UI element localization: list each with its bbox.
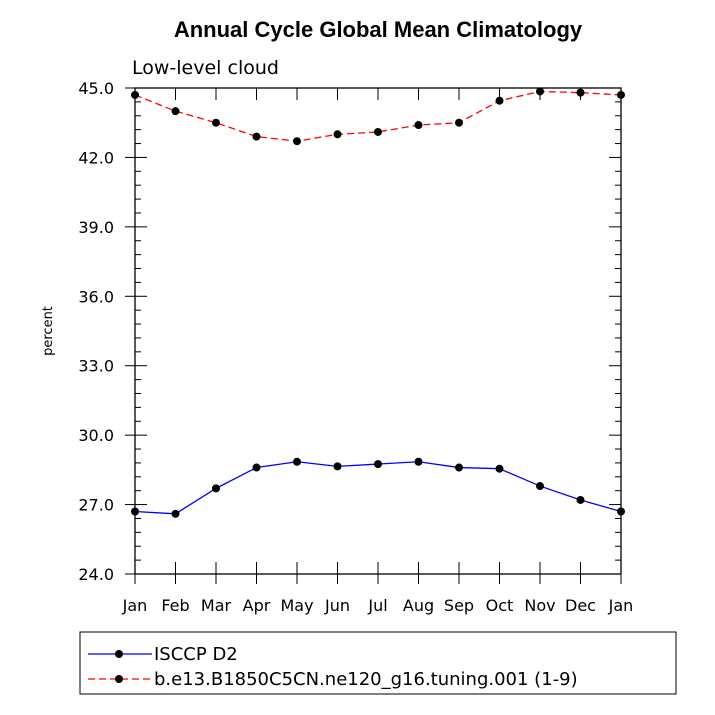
series-1-point [617,507,625,516]
x-tick-label: Jun [324,596,350,615]
series-2-point [212,118,220,127]
x-tick-label: Jul [367,596,387,615]
y-axis-label: percent [41,306,56,356]
plot-frame [134,87,622,575]
series-1-point [374,460,382,469]
y-tick-label: 27.0 [78,496,114,515]
series-2-point [131,90,139,99]
y-tick-label: 45.0 [78,79,114,98]
series-1-point [212,484,220,493]
x-tick-label: Dec [565,596,596,615]
x-tick-label: May [280,596,313,615]
x-tick-label: Mar [201,596,232,615]
series-1-point [252,463,261,472]
series-2-point [333,130,342,139]
series-1-point [333,462,342,471]
legend-label-1: ISCCP D2 [154,644,238,665]
legend-label-2: b.e13.B1850C5CN.ne120_g16.tuning.001 (1-… [154,669,578,690]
chart-subtitle: Low-level cloud [132,57,279,79]
series-1-point [414,457,423,466]
series-1-point [131,507,139,516]
series-2-point [252,132,261,141]
x-tick-label: Jan [608,596,634,615]
series-line-1 [134,461,622,515]
series-2-point [414,121,423,130]
x-tick-label: Apr [243,596,271,615]
series-1-point [171,509,180,518]
series-2-point [617,90,625,99]
x-tick-label: Aug [403,596,434,615]
legend-box [79,631,677,695]
x-tick-label: Sep [444,596,474,615]
series-2-point [576,88,585,97]
series-2-point [455,118,463,127]
series-1-point [455,463,463,472]
series-1-point [576,495,585,504]
x-tick-label: Oct [486,596,514,615]
series-2-point [536,87,544,96]
y-tick-label: 30.0 [78,426,114,445]
x-tick-label: Nov [524,596,555,615]
series-1-point [536,482,544,491]
legend-marker-2 [115,675,123,683]
ticks-layer: Jan Feb Mar Apr May Jun Jul Aug Sep Oct Nov Dec Jan 2… [78,79,633,615]
y-tick-label: 39.0 [78,218,114,237]
x-tick-label: Feb [161,596,189,615]
series-2-point [374,127,382,136]
series-1-point [293,457,301,466]
series-2-point [293,137,301,146]
y-tick-label: 24.0 [78,565,114,584]
y-tick-label: 36.0 [78,287,114,306]
y-tick-label: 33.0 [78,357,114,376]
series-layer [131,87,625,518]
legend-marker-1 [115,650,123,658]
legend: ISCCP D2 b.e13.B1850C5CN.ne120_g16.tuning… [88,644,578,690]
series-2-point [495,96,504,105]
series-1-point [495,464,504,473]
y-tick-label: 42.0 [78,148,114,167]
series-2-point [171,107,180,116]
x-tick-label: Jan [122,596,148,615]
chart-title: Annual Cycle Global Mean Climatology [174,17,583,42]
